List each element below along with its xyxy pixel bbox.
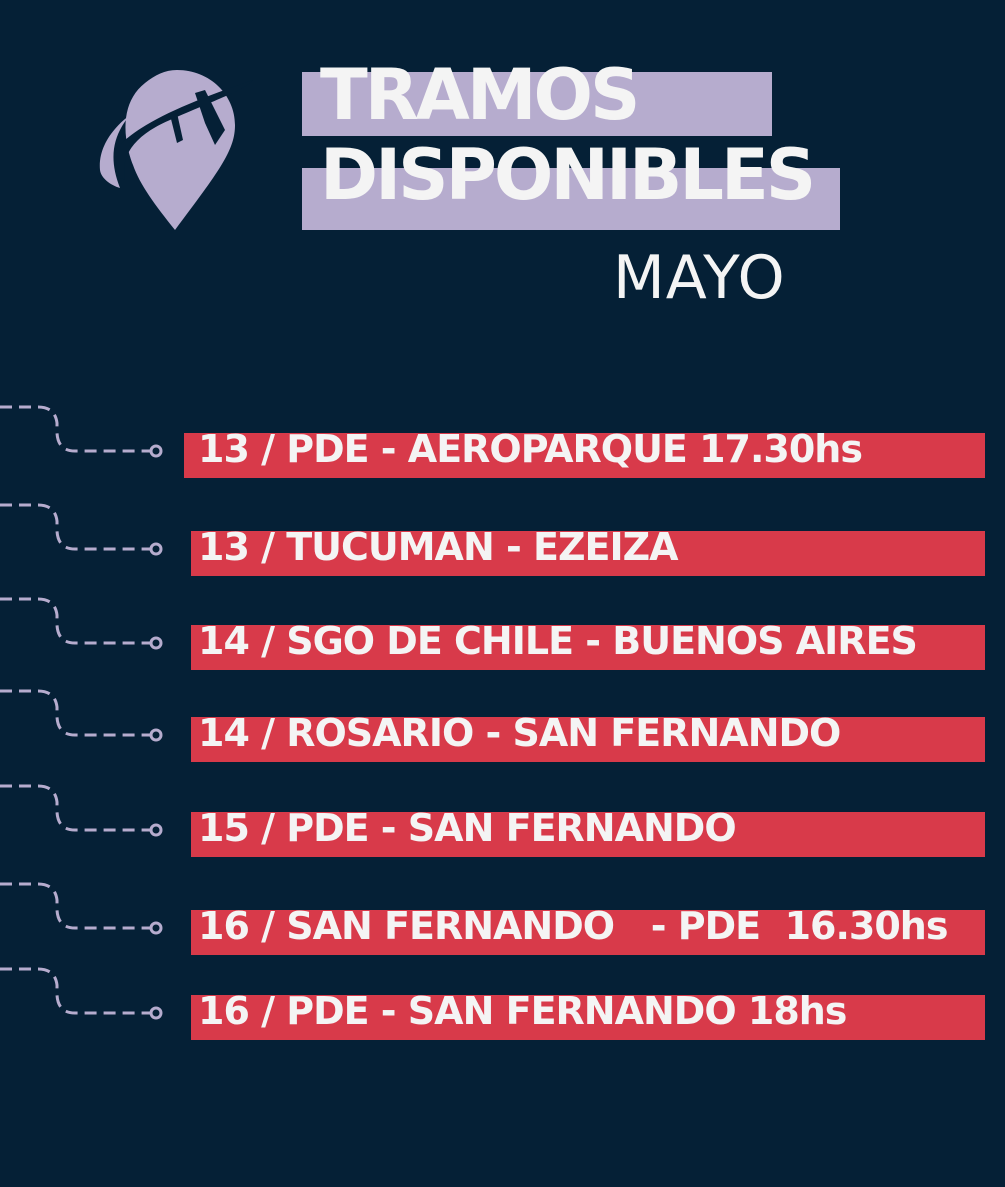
location-pin-airplane-icon [99,70,253,230]
dashed-connector-icon [0,405,163,458]
route-highlight-bar [191,625,985,670]
route-highlight-bar [184,433,985,478]
title-highlight-2 [302,168,840,230]
route-highlight-bar [191,531,985,576]
route-highlight-bar [191,995,985,1040]
title-line-2: DISPONIBLES [320,134,816,216]
title-line-1: TRAMOS [320,54,640,136]
route-highlight-bar [191,910,985,955]
route-label: 13 / TUCUMAN - EZEIZA [198,525,679,569]
dashed-connector-icon [0,689,163,742]
month-label: MAYO [613,243,786,313]
dashed-connector-icon [0,597,163,650]
route-label: 13 / PDE - AEROPARQUE 17.30hs [198,427,863,471]
route-label: 16 / PDE - SAN FERNANDO 18hs [198,989,847,1033]
route-highlight-bar [191,717,985,762]
route-highlight-bar [191,812,985,857]
dashed-connector-icon [0,503,163,556]
dashed-connector-icon [0,784,163,837]
dashed-connector-icon [0,882,163,935]
title-highlight-1 [302,72,772,136]
route-label: 15 / PDE - SAN FERNANDO [198,806,737,850]
route-label: 14 / ROSARIO - SAN FERNANDO [198,711,841,755]
route-label: 14 / SGO DE CHILE - BUENOS AIRES [198,619,918,663]
dashed-connector-icon [0,967,163,1020]
route-label: 16 / SAN FERNANDO - PDE 16.30hs [198,904,948,948]
